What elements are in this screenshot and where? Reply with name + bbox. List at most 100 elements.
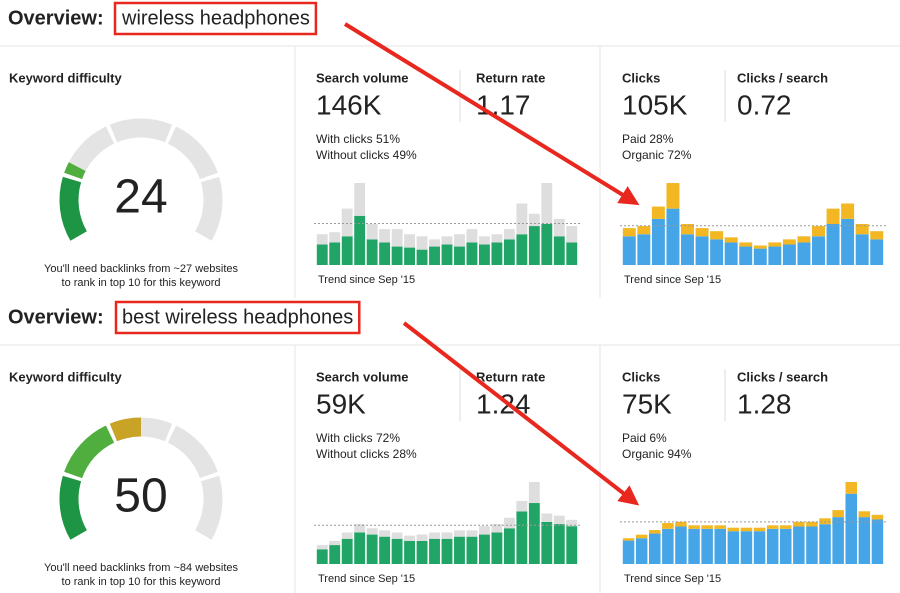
bar-segment [622, 540, 635, 564]
bar-segment [566, 242, 578, 265]
breakdown: Organic 72% [622, 148, 692, 162]
bar-segment [341, 236, 353, 265]
bar-segment [662, 528, 674, 564]
bar-segment [441, 532, 453, 539]
bar-segment [710, 231, 724, 240]
bar-segment [553, 515, 565, 525]
bar-segment [724, 237, 738, 243]
bar-segment [855, 234, 869, 265]
bar-segment [832, 510, 844, 518]
bar-segment [553, 236, 565, 265]
bar-segment [651, 206, 665, 219]
bar-segment [695, 228, 709, 237]
arrow [402, 321, 640, 506]
kd-value: 50 [114, 470, 167, 523]
bar-segment [793, 521, 805, 527]
bar-segment [768, 246, 782, 265]
kd-note: You'll need backlinks from ~27 websites [44, 263, 238, 275]
bar-segment [695, 236, 709, 265]
bar-segment [782, 239, 796, 245]
bar-segment [516, 203, 528, 235]
bar-segment [870, 239, 884, 265]
breakdown: Without clicks 28% [316, 447, 417, 461]
bar-segment [454, 234, 465, 247]
bar-segment [806, 526, 818, 564]
heading: Overview: [8, 306, 104, 328]
bar-segment [566, 519, 578, 527]
bar-segment [740, 531, 753, 564]
bar-segment [780, 525, 792, 529]
bar-segment [341, 538, 353, 564]
bar-segment [782, 244, 796, 265]
bar-segment [871, 514, 884, 520]
bar-segment [478, 236, 490, 245]
breakdown: With clicks 72% [316, 431, 400, 445]
bar-segment [366, 534, 378, 564]
bar-segment [714, 525, 726, 529]
bar-segment [404, 247, 416, 265]
bar-segment [727, 527, 740, 532]
bar-segment [637, 226, 651, 235]
bar-segment [429, 246, 440, 265]
bar-segment [780, 528, 792, 564]
bar-segment [766, 528, 779, 564]
kd-label: Keyword difficulty [9, 369, 122, 384]
bar-segment [416, 249, 428, 265]
query-highlight [114, 300, 361, 335]
bar-segment [528, 503, 540, 564]
metric-label: Clicks [622, 70, 660, 85]
bar-segment [316, 545, 328, 550]
bar-segment [845, 482, 857, 494]
bar-segment [503, 517, 515, 529]
bar-segment [819, 518, 831, 525]
bar-segment [541, 183, 553, 224]
bar-segment [841, 203, 855, 219]
metric-value: 75K [622, 388, 672, 419]
metric-value: 0.72 [737, 89, 792, 120]
bar-segment [416, 540, 428, 564]
bar-segment [503, 528, 515, 564]
gauge-track [109, 118, 173, 143]
bar-segment [366, 528, 378, 535]
kd-note: to rank in top 10 for this keyword [62, 576, 221, 588]
gauge-fill [59, 176, 88, 241]
bar-segment [710, 239, 724, 265]
bar-segment [329, 242, 341, 265]
bar-segment [516, 500, 528, 512]
bar-segment [441, 538, 453, 564]
bar-segment [753, 531, 766, 564]
bar-segment [701, 525, 713, 529]
bar-segment [832, 517, 844, 564]
bar-segment [478, 526, 490, 535]
trend-label: Trend since Sep '15 [318, 573, 415, 585]
bar-segment [739, 246, 753, 265]
bar-segment [622, 236, 636, 265]
bar-segment [391, 229, 403, 247]
bar-segment [826, 224, 840, 265]
bar-segment [329, 545, 341, 564]
bar-segment [516, 234, 528, 265]
bar-segment [354, 183, 366, 216]
bar-segment [379, 242, 391, 265]
gauge-track [167, 126, 218, 180]
bar-segment [391, 538, 403, 564]
metric-value: 105K [622, 89, 688, 120]
bar-segment [329, 232, 341, 243]
bar-segment [566, 226, 578, 243]
metric-label: Return rate [476, 70, 545, 85]
bar-segment [666, 208, 680, 265]
bar-segment [478, 244, 490, 265]
bar-segment [553, 218, 565, 237]
bar-segment [491, 524, 503, 533]
bar-segment [812, 226, 825, 237]
bar-segment [454, 530, 465, 537]
bar-segment [491, 234, 503, 243]
bar-segment [724, 242, 738, 265]
bar-segment [454, 536, 465, 564]
bar-segment [416, 236, 428, 250]
query: wireless headphones [121, 7, 310, 29]
bar-segment [858, 511, 871, 518]
bar-segment [858, 517, 871, 564]
